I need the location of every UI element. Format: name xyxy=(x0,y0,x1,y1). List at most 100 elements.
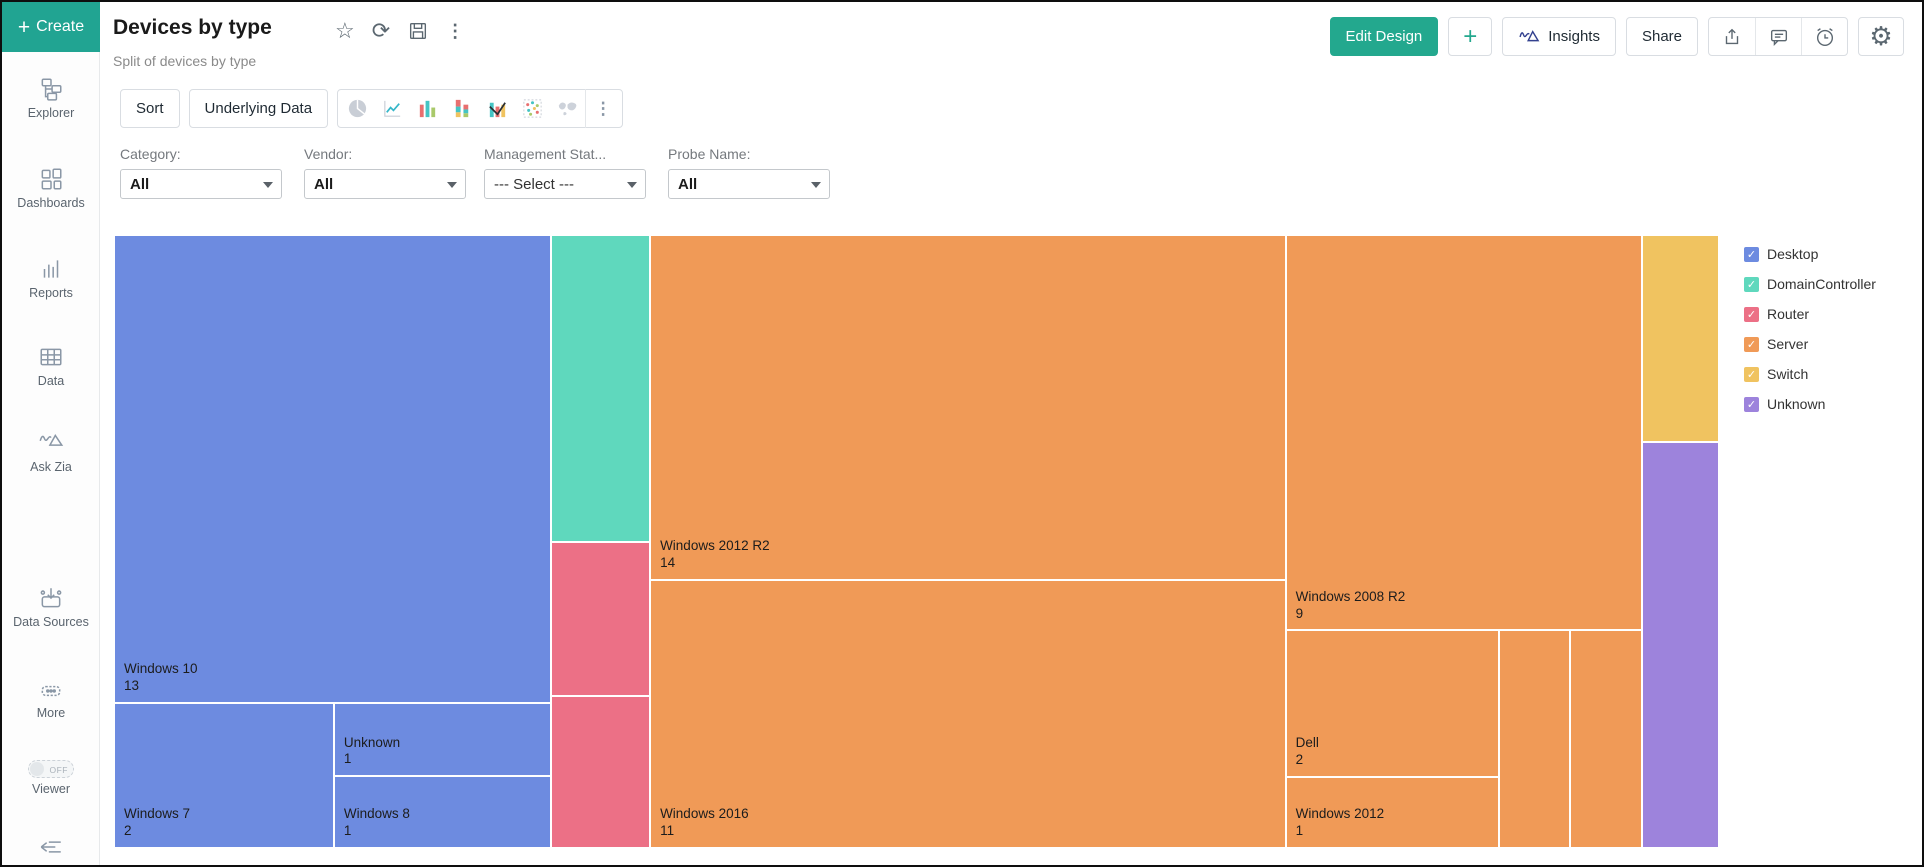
management-status-select[interactable]: --- Select --- xyxy=(484,169,646,199)
scatter-chart-icon[interactable] xyxy=(515,89,550,128)
legend-checkbox-icon[interactable]: ✓ xyxy=(1744,366,1759,382)
chart-legend: ✓ Desktop ✓ DomainController ✓ Router ✓ Server ✓… xyxy=(1744,239,1876,419)
save-icon[interactable] xyxy=(407,20,429,42)
filter-vendor: Vendor: All xyxy=(304,146,466,199)
pie-chart-icon[interactable] xyxy=(340,89,375,128)
line-chart-icon[interactable] xyxy=(375,89,410,128)
viewer-toggle[interactable]: OFF xyxy=(28,760,74,778)
more-chart-types-icon[interactable]: ⋮ xyxy=(585,89,620,128)
treemap-cell-label: Windows 10 13 xyxy=(124,660,198,693)
plus-icon: + xyxy=(17,15,31,39)
page-title: Devices by type xyxy=(113,16,272,39)
combo-chart-icon[interactable] xyxy=(480,89,515,128)
filter-label: Vendor: xyxy=(304,146,353,162)
treemap-cell[interactable]: Windows 2012 1 xyxy=(1285,776,1500,848)
vendor-select-value: All xyxy=(314,175,334,193)
treemap-cell[interactable]: Windows 2012 R2 14 xyxy=(650,235,1286,580)
treemap-cell[interactable] xyxy=(1569,630,1642,848)
title-action-icons: ☆ ⟳ ⋮ xyxy=(335,20,464,42)
insights-button-label: Insights xyxy=(1548,28,1600,45)
legend-checkbox-icon[interactable]: ✓ xyxy=(1744,336,1759,352)
treemap-cell[interactable]: Windows 2016 11 xyxy=(650,579,1286,848)
category-select[interactable]: All xyxy=(120,169,282,199)
data-table-icon xyxy=(40,348,62,366)
filter-probe-name: Probe Name: All xyxy=(668,146,830,199)
legend-item[interactable]: ✓ Router xyxy=(1744,299,1876,329)
legend-item[interactable]: ✓ Desktop xyxy=(1744,239,1876,269)
probe-name-select-value: All xyxy=(678,175,698,193)
title-kebab-menu-icon[interactable]: ⋮ xyxy=(446,21,465,41)
legend-checkbox-icon[interactable]: ✓ xyxy=(1744,396,1759,412)
treemap-cell[interactable]: Dell 2 xyxy=(1285,630,1500,777)
treemap-cell[interactable]: Windows 10 13 xyxy=(114,235,551,703)
treemap-cell-label: Windows 2008 R2 9 xyxy=(1295,588,1406,621)
filter-management-status: Management Stat... --- Select --- xyxy=(484,146,646,199)
alarm-clock-icon xyxy=(1816,27,1833,46)
export-icon xyxy=(1725,28,1739,44)
stacked-bar-chart-icon[interactable] xyxy=(445,89,480,128)
dashboards-grid-icon xyxy=(41,168,62,190)
main-area: Devices by type Split of devices by type… xyxy=(100,2,1922,865)
bar-chart-icon[interactable] xyxy=(410,89,445,128)
schedule-button[interactable] xyxy=(1801,18,1847,55)
sidebar-item-explorer[interactable]: Explorer xyxy=(2,76,100,122)
treemap-cell[interactable] xyxy=(1499,630,1570,848)
legend-item[interactable]: ✓ Server xyxy=(1744,329,1876,359)
reports-bars-icon xyxy=(43,260,59,278)
category-select-value: All xyxy=(130,175,150,193)
chevron-down-icon xyxy=(811,182,821,188)
filter-label: Category: xyxy=(120,146,181,162)
add-button[interactable]: + xyxy=(1448,17,1493,56)
vendor-select[interactable]: All xyxy=(304,169,466,199)
legend-item[interactable]: ✓ Switch xyxy=(1744,359,1876,389)
create-button[interactable]: + Create xyxy=(2,2,100,52)
sidebar-item-label: Explorer xyxy=(27,106,75,120)
legend-checkbox-icon[interactable]: ✓ xyxy=(1744,246,1759,262)
legend-checkbox-icon[interactable]: ✓ xyxy=(1744,306,1759,322)
sidebar-item-ask-zia[interactable]: Ask Zia xyxy=(2,430,100,476)
treemap-cell-label: Windows 2012 1 xyxy=(1295,806,1385,839)
legend-checkbox-icon[interactable]: ✓ xyxy=(1744,276,1759,292)
comment-icon xyxy=(1770,29,1787,46)
sidebar-item-more[interactable]: More xyxy=(2,680,100,722)
sidebar-item-dashboards[interactable]: Dashboards xyxy=(2,166,100,212)
treemap-cell[interactable] xyxy=(1641,235,1719,442)
treemap-cell[interactable] xyxy=(550,235,651,542)
treemap-cell[interactable] xyxy=(550,541,651,696)
underlying-data-button[interactable]: Underlying Data xyxy=(188,89,329,128)
sidebar-item-reports[interactable]: Reports xyxy=(2,256,100,302)
sidebar-collapse[interactable] xyxy=(2,836,100,862)
collapse-arrow-icon xyxy=(40,841,61,853)
favorite-star-icon[interactable]: ☆ xyxy=(335,18,355,43)
edit-design-button[interactable]: Edit Design xyxy=(1329,17,1439,56)
treemap-cell-label: Unknown 1 xyxy=(343,734,401,767)
insights-button[interactable]: Insights xyxy=(1502,17,1616,56)
chevron-down-icon xyxy=(627,182,637,188)
sidebar-item-data[interactable]: Data xyxy=(2,344,100,390)
map-chart-icon[interactable] xyxy=(550,89,585,128)
toggle-knob-icon xyxy=(30,762,44,776)
viewer-toggle-item: OFF Viewer xyxy=(2,760,100,798)
filter-category: Category: All xyxy=(120,146,282,199)
sort-button[interactable]: Sort xyxy=(120,89,180,128)
comments-button[interactable] xyxy=(1755,18,1801,55)
probe-name-select[interactable]: All xyxy=(668,169,830,199)
legend-item[interactable]: ✓ Unknown xyxy=(1744,389,1876,419)
more-ellipsis-icon xyxy=(41,685,61,697)
sidebar-item-label: Ask Zia xyxy=(30,460,72,474)
refresh-icon[interactable]: ⟳ xyxy=(371,18,391,43)
export-button[interactable] xyxy=(1709,18,1755,55)
chevron-down-icon xyxy=(263,182,273,188)
treemap-cell[interactable]: Unknown 1 xyxy=(333,702,551,777)
legend-item[interactable]: ✓ DomainController xyxy=(1744,269,1876,299)
settings-button[interactable]: ⚙ xyxy=(1858,17,1904,56)
sidebar-item-data-sources[interactable]: Data Sources xyxy=(2,585,100,631)
treemap-cell[interactable] xyxy=(1641,441,1719,848)
treemap-cell[interactable] xyxy=(550,695,651,848)
viewer-toggle-state: OFF xyxy=(49,765,68,775)
share-button[interactable]: Share xyxy=(1625,17,1698,56)
treemap-cell[interactable]: Windows 2008 R2 9 xyxy=(1285,235,1642,631)
